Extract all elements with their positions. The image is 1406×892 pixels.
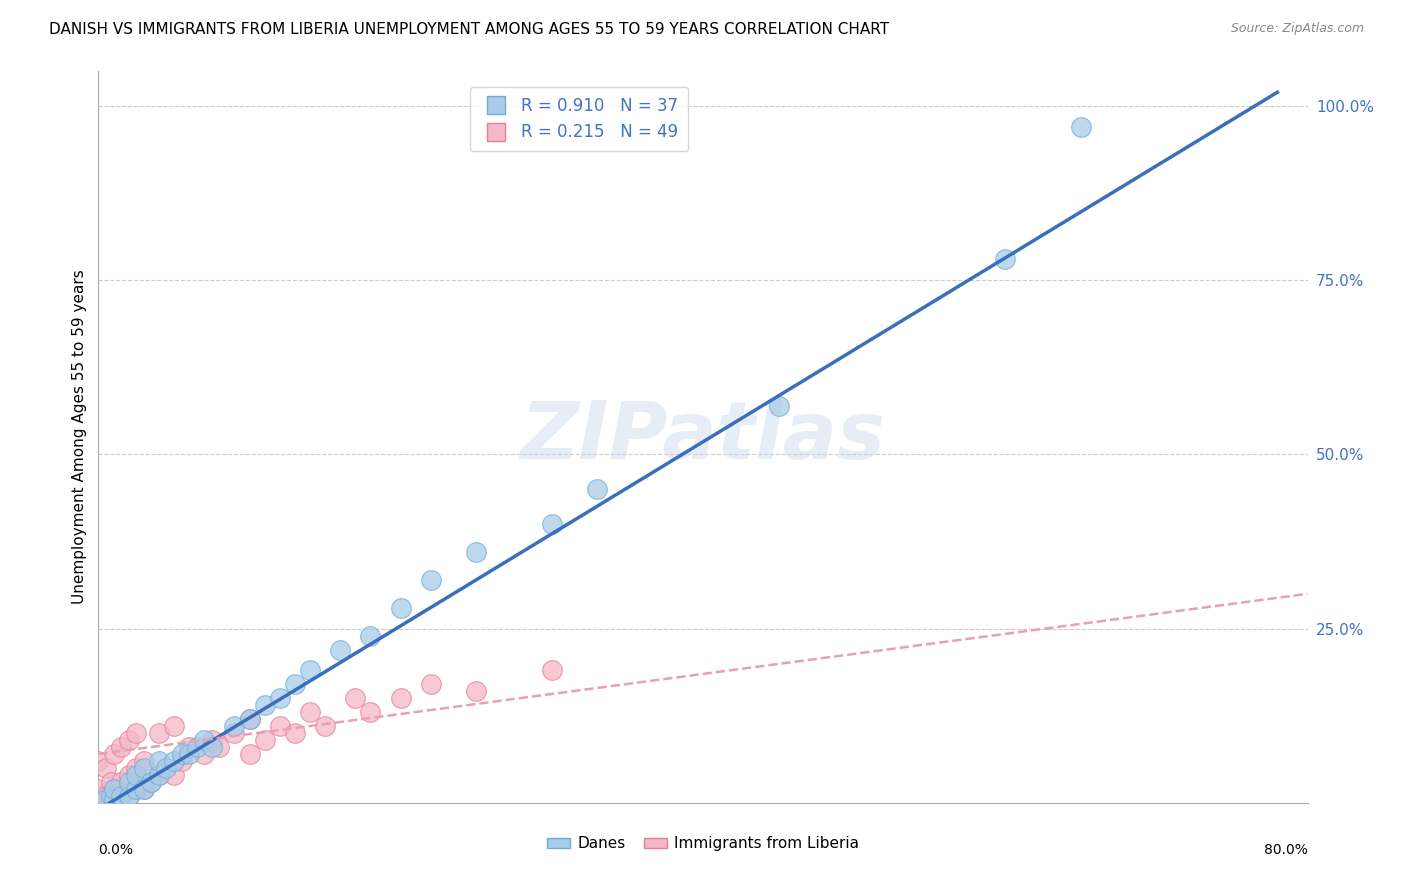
Point: [94, 789, 117, 803]
Point: [94, 796, 117, 810]
Point: [103, 792, 125, 806]
Point: [87, 754, 110, 768]
Point: [103, 781, 125, 796]
Point: [125, 781, 148, 796]
Point: [87, 792, 110, 806]
Point: [100, 796, 122, 810]
Point: [132, 781, 155, 796]
Point: [163, 768, 186, 782]
Point: [344, 691, 367, 706]
Point: [148, 726, 170, 740]
Point: [103, 796, 125, 810]
Point: [420, 677, 443, 691]
Point: [193, 733, 215, 747]
Point: [314, 719, 336, 733]
Text: 80.0%: 80.0%: [1264, 843, 1308, 857]
Text: 0.0%: 0.0%: [98, 843, 134, 857]
Point: [125, 761, 148, 775]
Point: [224, 719, 246, 733]
Point: [103, 781, 125, 796]
Point: [208, 740, 231, 755]
Point: [118, 768, 141, 782]
Point: [132, 761, 155, 775]
Text: DANISH VS IMMIGRANTS FROM LIBERIA UNEMPLOYMENT AMONG AGES 55 TO 59 YEARS CORRELA: DANISH VS IMMIGRANTS FROM LIBERIA UNEMPL…: [49, 22, 890, 37]
Point: [299, 705, 322, 719]
Point: [284, 677, 307, 691]
Point: [148, 768, 170, 782]
Point: [155, 761, 177, 775]
Point: [148, 754, 170, 768]
Point: [420, 573, 443, 587]
Point: [163, 754, 186, 768]
Point: [586, 483, 609, 497]
Point: [360, 629, 382, 643]
Point: [125, 781, 148, 796]
Point: [540, 664, 562, 678]
Y-axis label: Unemployment Among Ages 55 to 59 years: Unemployment Among Ages 55 to 59 years: [72, 269, 87, 605]
Point: [118, 733, 141, 747]
Point: [179, 747, 201, 761]
Point: [155, 761, 177, 775]
Point: [179, 740, 201, 755]
Point: [269, 691, 291, 706]
Point: [110, 740, 132, 755]
Point: [118, 789, 141, 803]
Point: [132, 781, 155, 796]
Point: [193, 747, 215, 761]
Point: [186, 740, 208, 755]
Point: [389, 691, 412, 706]
Point: [170, 747, 193, 761]
Point: [540, 517, 562, 532]
Point: [465, 545, 488, 559]
Point: [125, 768, 148, 782]
Point: [329, 642, 352, 657]
Point: [170, 754, 193, 768]
Point: [110, 775, 132, 789]
Point: [87, 796, 110, 810]
Point: [141, 775, 163, 789]
Point: [768, 399, 790, 413]
Point: [100, 789, 122, 803]
Point: [141, 775, 163, 789]
Point: [1070, 120, 1092, 134]
Point: [239, 712, 262, 726]
Point: [148, 768, 170, 782]
Point: [253, 733, 276, 747]
Point: [103, 747, 125, 761]
Point: [201, 733, 224, 747]
Point: [284, 726, 307, 740]
Text: Source: ZipAtlas.com: Source: ZipAtlas.com: [1230, 22, 1364, 36]
Point: [389, 600, 412, 615]
Point: [239, 747, 262, 761]
Point: [87, 781, 110, 796]
Point: [100, 775, 122, 789]
Point: [224, 726, 246, 740]
Point: [269, 719, 291, 733]
Point: [994, 252, 1017, 267]
Point: [239, 712, 262, 726]
Point: [201, 740, 224, 755]
Point: [94, 761, 117, 775]
Legend: Danes, Immigrants from Liberia: Danes, Immigrants from Liberia: [540, 830, 866, 857]
Point: [87, 789, 110, 803]
Point: [299, 664, 322, 678]
Point: [132, 754, 155, 768]
Point: [118, 789, 141, 803]
Text: ZIPatlas: ZIPatlas: [520, 398, 886, 476]
Point: [163, 719, 186, 733]
Point: [465, 684, 488, 698]
Point: [94, 792, 117, 806]
Point: [110, 789, 132, 803]
Point: [360, 705, 382, 719]
Point: [118, 775, 141, 789]
Point: [110, 789, 132, 803]
Point: [125, 726, 148, 740]
Point: [253, 698, 276, 713]
